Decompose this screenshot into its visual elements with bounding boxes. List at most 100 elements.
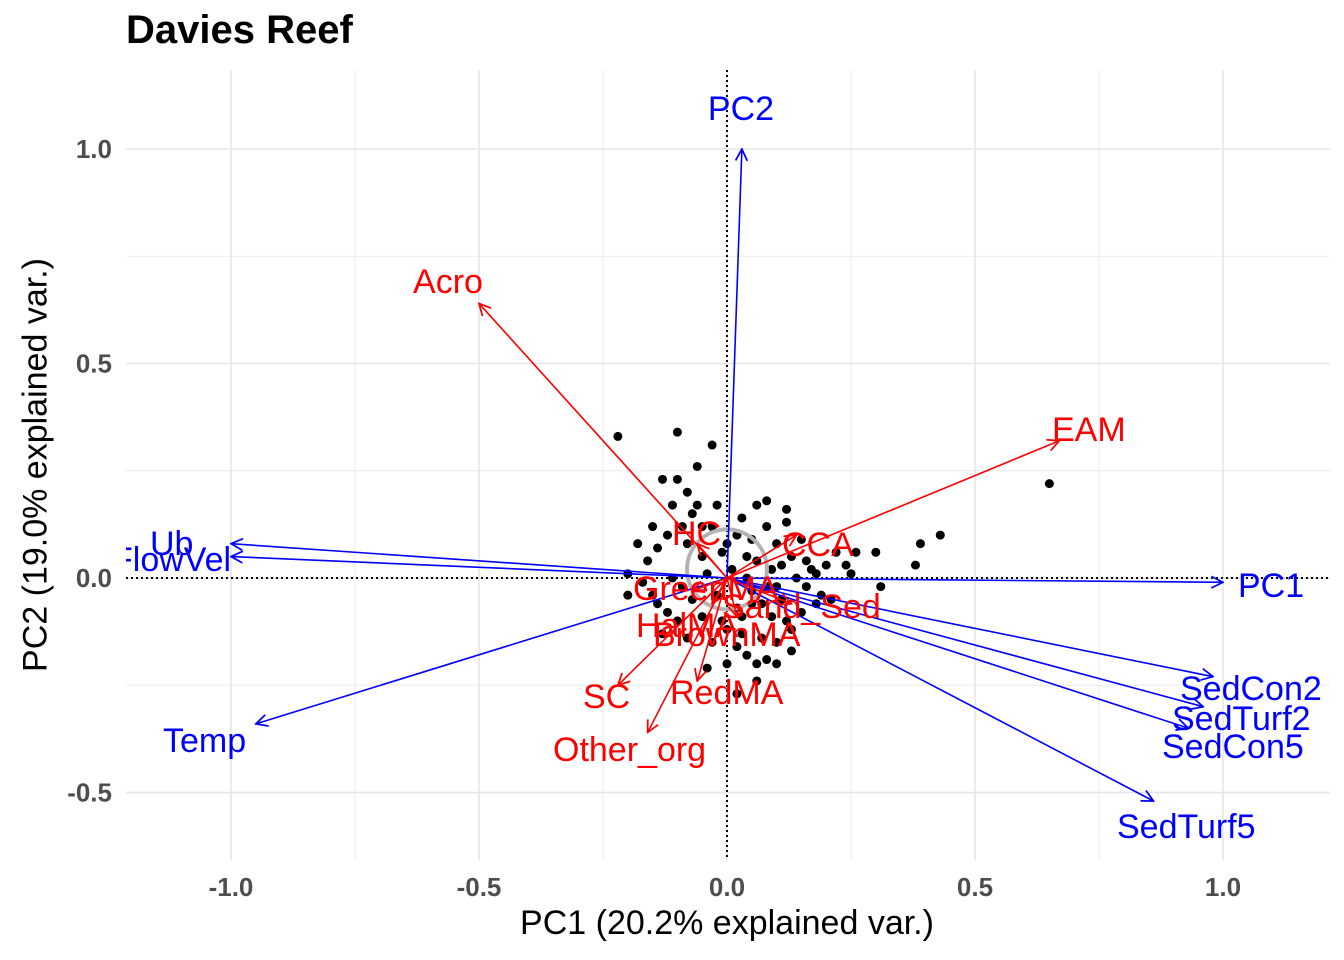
loading-label-acro: Acro	[413, 263, 483, 301]
loading-label-sedturf2: SedTurf2	[1172, 700, 1311, 738]
score-point	[851, 547, 861, 557]
score-point	[737, 629, 747, 639]
score-point	[727, 564, 737, 574]
score-point	[796, 607, 806, 617]
loading-arrow-cca	[726, 535, 796, 579]
loading-arrow-hc	[697, 544, 728, 579]
y-tick-label: 0.0	[76, 563, 112, 593]
loading-label-sedcon5: SedCon5	[1162, 728, 1304, 766]
score-point	[871, 547, 881, 557]
score-point	[672, 474, 682, 484]
score-point	[672, 427, 682, 437]
score-point	[667, 500, 677, 510]
score-point	[687, 509, 697, 519]
score-point	[772, 659, 782, 669]
loading-label-halma: HalMA	[636, 607, 738, 645]
loading-label-redma: RedMA	[670, 674, 784, 712]
score-point	[796, 534, 806, 544]
score-point	[777, 560, 787, 570]
score-point	[722, 624, 732, 634]
score-point	[662, 530, 672, 540]
score-point	[702, 663, 712, 673]
loading-label-other_org: Other_org	[553, 731, 706, 769]
chart-title: Davies Reef	[126, 8, 353, 52]
score-point	[648, 522, 658, 532]
loading-arrow-brownma	[726, 577, 737, 617]
score-point	[801, 582, 811, 592]
loading-arrows	[231, 149, 1223, 801]
score-point	[742, 650, 752, 660]
loading-arrow-sand_sed	[726, 577, 791, 604]
score-point	[672, 616, 682, 626]
loading-arrow-other_org	[648, 577, 728, 732]
loading-label-sc: SC	[583, 678, 630, 716]
loading-arrow-sedturf2	[726, 577, 1203, 707]
score-point	[653, 543, 663, 553]
score-point	[910, 560, 920, 570]
x-tick-label: 0.0	[709, 872, 745, 902]
score-point	[662, 607, 672, 617]
score-point	[876, 582, 886, 592]
y-tick-label: 1.0	[76, 134, 112, 164]
score-point	[782, 616, 792, 626]
loading-label-sedcon2: SedCon2	[1180, 670, 1322, 708]
loading-arrow-ub	[231, 544, 728, 579]
score-point	[643, 556, 653, 566]
score-point	[772, 637, 782, 647]
loading-arrow-acro	[479, 303, 728, 579]
score-point	[623, 590, 633, 600]
score-point	[831, 547, 841, 557]
loading-arrow-redma	[697, 577, 728, 681]
score-point	[697, 522, 707, 532]
score-point	[722, 659, 732, 669]
score-point	[692, 461, 702, 471]
loading-label-ub: Ub	[150, 525, 193, 563]
loading-arrow-sc	[618, 577, 728, 685]
loading-arrow-pc1	[726, 578, 1223, 582]
loading-arrow-sedcon5	[726, 577, 1188, 728]
score-point	[767, 564, 777, 574]
loading-label-pc1: PC1	[1238, 567, 1304, 605]
x-tick-label: 1.0	[1205, 872, 1241, 902]
loading-arrow-sedcon2	[726, 577, 1213, 677]
score-point	[687, 594, 697, 604]
score-point	[732, 642, 742, 652]
loading-label-eam: EAM	[1052, 411, 1126, 449]
score-point	[806, 564, 816, 574]
score-point	[767, 612, 777, 622]
score-point	[935, 530, 945, 540]
score-point	[757, 633, 767, 643]
score-point	[752, 659, 762, 669]
y-tick-label: -0.5	[67, 778, 112, 808]
score-point	[712, 500, 722, 510]
y-axis-label: PC2 (19.0% explained var.)	[16, 258, 55, 672]
loading-arrow-pc2	[726, 149, 742, 579]
score-point	[841, 560, 851, 570]
score-point	[613, 431, 623, 441]
score-point	[801, 556, 811, 566]
x-tick-label: -1.0	[209, 872, 254, 902]
y-tick-label: 0.5	[76, 349, 112, 379]
score-point	[742, 552, 752, 562]
loading-label-temp: Temp	[163, 722, 246, 760]
score-point	[737, 513, 747, 523]
loading-arrow-sedturf5	[726, 577, 1154, 801]
score-point	[658, 474, 668, 484]
score-point	[915, 539, 925, 549]
loading-label-pc2: PC2	[708, 90, 774, 128]
loading-label-sand_sed: Sand_Sed	[722, 588, 881, 626]
score-point	[638, 577, 648, 587]
loading-arrow-eam	[726, 441, 1059, 579]
score-point	[757, 599, 767, 609]
loading-label-flowvel: FlowVel	[112, 541, 231, 579]
loading-arrow-temp	[256, 577, 728, 724]
x-axis-label: PC1 (20.2% explained var.)	[520, 904, 934, 942]
score-point	[653, 599, 663, 609]
score-point	[697, 612, 707, 622]
score-point	[658, 629, 668, 639]
score-points	[613, 427, 1054, 699]
